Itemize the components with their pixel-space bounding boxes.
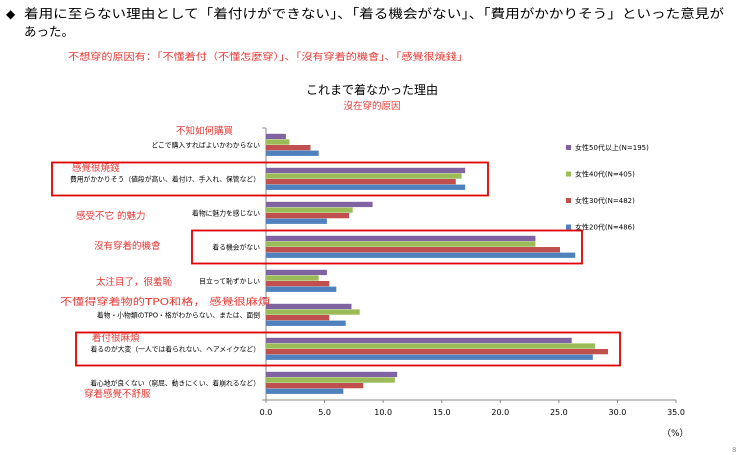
legend-swatch: [566, 171, 571, 177]
legend-label: 女性40代(N=405): [575, 170, 635, 179]
bar: [266, 269, 327, 276]
bar: [266, 247, 561, 253]
bar: [266, 371, 398, 378]
bar: [266, 218, 327, 224]
category-label: 着物に魅力を感じない: [192, 209, 260, 218]
x-tick-label: 30.0: [609, 408, 627, 417]
category-label: 目立って恥ずかしい: [199, 277, 260, 286]
category-label: どこで購入すればよいかわからない: [151, 141, 260, 150]
annotation-note: 太注目了，很羞恥: [96, 276, 173, 288]
bar: [266, 281, 330, 287]
x-axis-label: （%）: [662, 428, 689, 439]
legend-label: 女性30代(N=482): [575, 196, 635, 205]
x-tick-label: 15.0: [433, 408, 451, 417]
legend-label: 女性20代(N=486): [575, 223, 635, 232]
bar: [266, 150, 319, 156]
legend-swatch: [566, 198, 571, 203]
bar: [266, 235, 536, 242]
bar: [266, 179, 456, 185]
bar: [266, 173, 462, 179]
bar: [266, 286, 337, 292]
bar: [266, 139, 290, 145]
chart-subtitle: 沒在穿的原因: [343, 100, 400, 112]
bar: [266, 303, 352, 310]
bar: [266, 354, 593, 360]
x-tick-label: 25.0: [550, 408, 568, 417]
category-label: 着物・小物類のTPO・格がわからない、または、面倒: [97, 311, 260, 320]
category-label: 着るのが大変（一人では着られない、ヘアメイクなど）: [91, 345, 260, 354]
bar: [266, 377, 395, 383]
bar: [266, 349, 609, 355]
annotation-note: 穿着感覺不舒服: [84, 388, 151, 400]
header-line2: あった。: [24, 24, 74, 39]
highlight-box: [75, 331, 621, 367]
bar: [266, 343, 596, 349]
bar-chart: 0.0 5.0 10.0 15.0 20.0 25.0 30.0 35.0 どこで購入すればよい…: [70, 127, 685, 417]
bar: [266, 201, 373, 208]
category-label: 費用がかかりそう（値段が高い、着付け、手入れ、保管など）: [70, 175, 260, 184]
page-number: 8: [732, 446, 736, 454]
header-bullet: ◆: [6, 7, 16, 21]
category-label: 着る機会がない: [212, 243, 260, 252]
header-line1: 着用に至らない理由として「着付けができない」、「着る機会がない」、「費用がかかり…: [24, 6, 725, 21]
annotation-note: 沒有穿着的機會: [94, 240, 161, 252]
bar: [266, 388, 344, 394]
bar: [266, 337, 572, 344]
bar: [266, 133, 286, 140]
bar: [266, 315, 330, 321]
highlight-box: [51, 161, 489, 197]
bar: [266, 309, 360, 315]
header-subtitle-red: 不想穿的原因有：「不懂着付（不懂怎麼穿）」、「沒有穿着的機會」、「感覺很燒錢」: [68, 51, 468, 63]
annotation-note: 不知如何購買: [176, 125, 234, 137]
x-tick-label: 10.0: [374, 408, 392, 417]
legend: 女性50代以上(N=195) 女性40代(N=405) 女性30代(N=482) 女性…: [566, 143, 649, 232]
legend-swatch: [566, 145, 571, 150]
x-tick-label: 20.0: [491, 408, 509, 417]
bar: [266, 241, 536, 247]
highlight-box: [191, 229, 583, 265]
x-tick-label: 0.0: [260, 408, 273, 417]
annotation-note: 感受不它 的魅力: [76, 210, 146, 222]
bar: [266, 145, 311, 151]
bar: [266, 184, 466, 190]
annotation-note: 感覺很燒錢: [72, 162, 120, 174]
x-tick-label: 5.0: [318, 408, 331, 417]
bar: [266, 383, 364, 389]
x-tick-label: 35.0: [667, 408, 685, 417]
bar: [266, 167, 466, 174]
chart-title: これまで着なかった理由: [306, 82, 438, 97]
bar: [266, 207, 353, 213]
category-label: 着心地が良くない（窮屈、動きにくい、着崩れるなど）: [90, 379, 260, 388]
bar: [266, 213, 350, 219]
bar: [266, 275, 319, 281]
annotation-note: 不懂得穿着物的TPO和格， 感覺很麻煩: [60, 296, 271, 308]
bar: [266, 320, 346, 326]
bar: [266, 252, 576, 258]
legend-swatch: [566, 224, 571, 230]
legend-label: 女性50代以上(N=195): [575, 143, 649, 152]
annotation-note: 着付很麻煩: [92, 332, 140, 344]
